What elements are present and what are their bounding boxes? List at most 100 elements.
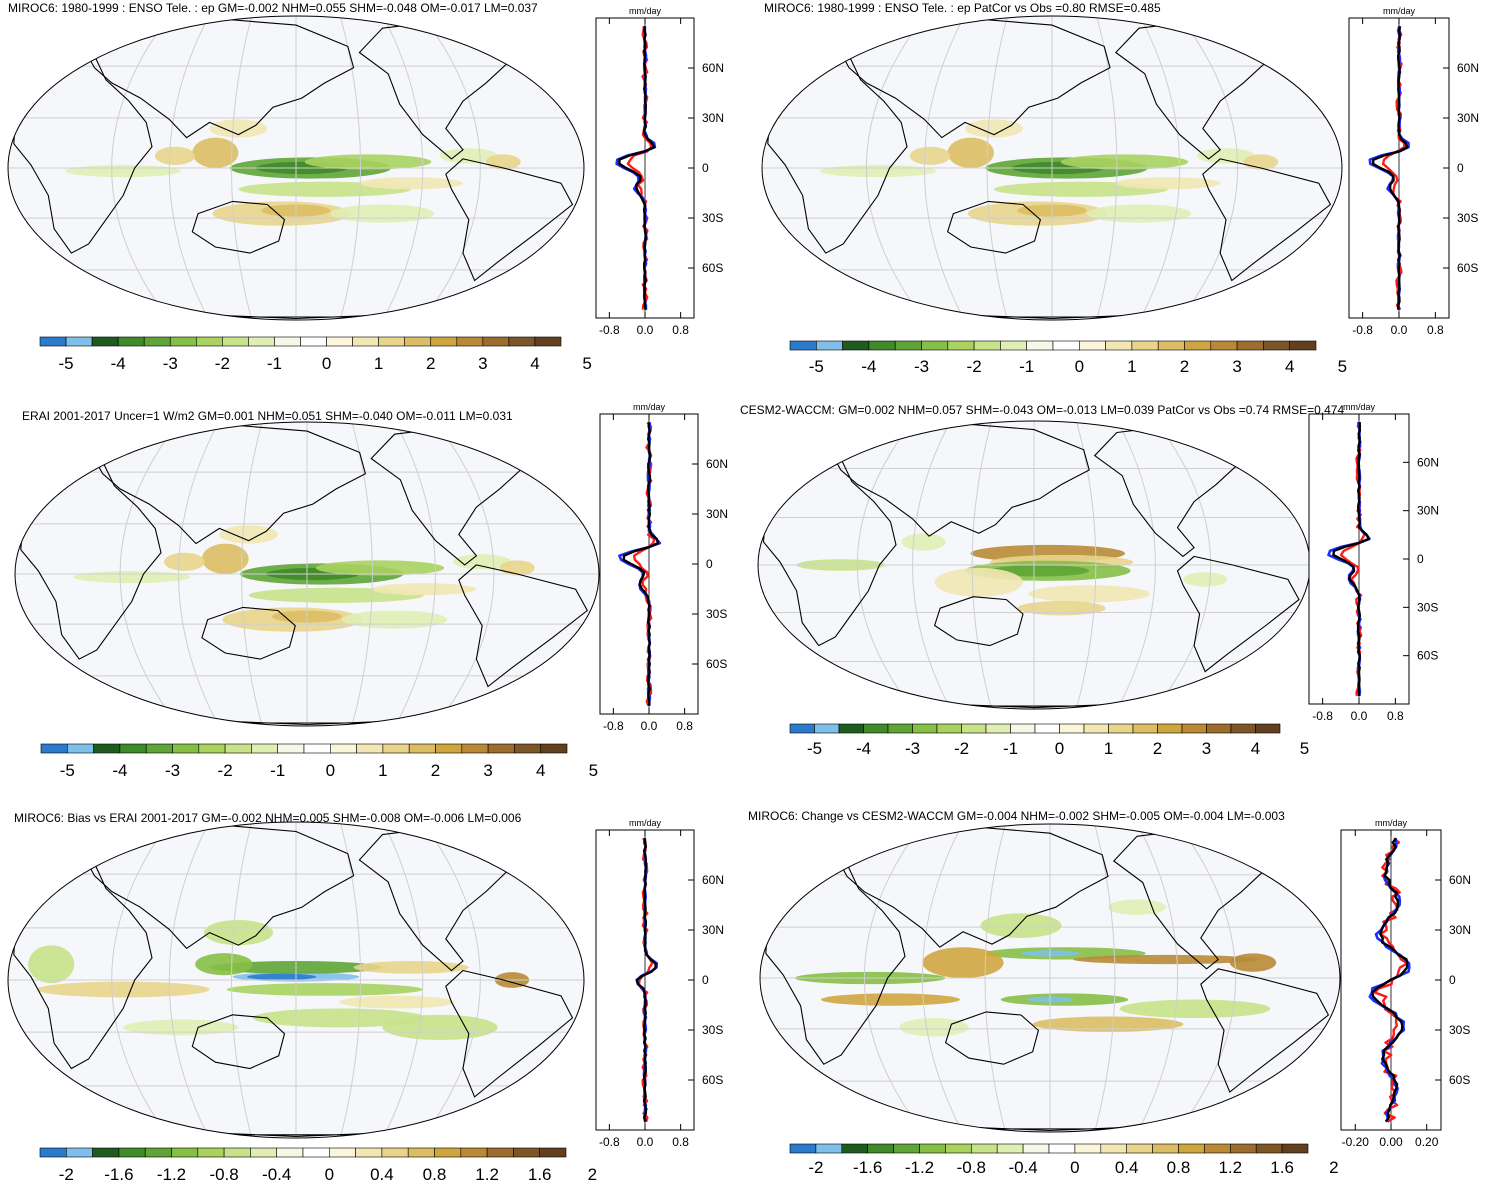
map-border (14, 421, 600, 727)
anomaly-patch (453, 554, 512, 570)
profile-ytick-label: 30S (706, 607, 727, 621)
colorbar-swatch (39, 1147, 67, 1158)
colorbar-swatch (936, 723, 962, 734)
profile-ytick-label: 60N (1457, 61, 1479, 75)
land-south-america (458, 564, 589, 688)
colorbar-swatch (814, 723, 840, 734)
colorbar-swatch (789, 1143, 817, 1154)
colorbar-label: -0.8 (209, 1165, 238, 1181)
colorbar-label: -1 (1003, 739, 1018, 758)
colorbar-label: -3 (905, 739, 920, 758)
zonal-profile: mm/day -0.8 0.0 0.8 60N 30N 0 30S 60S (599, 402, 728, 733)
meridian-line (857, 421, 913, 709)
zonal-profile: mm/day -0.8 0.0 0.8 60N 30N 0 30S 60S (1308, 402, 1439, 723)
profile-ytick-label: 60N (702, 61, 724, 75)
colorbar-swatch (1022, 1143, 1050, 1154)
panel-title: MIROC6: 1980-1999 : ENSO Tele. : ep GM=-… (8, 1, 538, 15)
anomaly-patch (201, 543, 249, 574)
meridian-line (971, 421, 992, 709)
profile-ytick-label: 30S (1457, 211, 1478, 225)
colorbar-swatch (460, 1147, 488, 1158)
colorbar-label: -2 (215, 354, 230, 373)
meridian-line (986, 16, 1008, 320)
land-europe-asia (90, 422, 367, 545)
profile-unit: mm/day (629, 818, 662, 828)
anomaly-patch (163, 552, 205, 571)
colorbar-label: -0.8 (957, 1158, 986, 1177)
profile-line-black (622, 422, 660, 706)
profile-xtick-label: 0.00 (1379, 1135, 1403, 1149)
meridian-line (866, 16, 925, 320)
anomaly-patch (123, 1019, 239, 1036)
profile-xtick-label: 0.0 (637, 323, 654, 337)
land-africa (762, 446, 897, 647)
colorbar: -2 -1.6 -1.2 -0.8 -0.4 0 0.4 0.8 1.2 1.6 2 (39, 1147, 597, 1181)
colorbar-label: 0 (1055, 739, 1064, 758)
colorbar: -5 -4 -3 -2 -1 0 1 2 3 4 5 (39, 336, 592, 373)
meridian-line (230, 822, 253, 1138)
land-europe-asia (82, 823, 355, 950)
profile-unit: mm/day (633, 402, 666, 412)
anomaly-patch (28, 945, 75, 984)
anomaly-patch (909, 146, 951, 165)
anomaly-patch (1115, 177, 1221, 190)
profile-xtick-label: -0.8 (599, 323, 620, 337)
anomaly-patch (1108, 899, 1166, 915)
colorbar-swatch (378, 336, 405, 347)
profile-ytick-label: 60N (1417, 455, 1439, 469)
colorbar-swatch (1052, 340, 1080, 351)
colorbar-swatch (224, 743, 252, 754)
colorbar-swatch (1083, 723, 1109, 734)
profile-ytick-label: 60S (1417, 649, 1438, 663)
colorbar-label: 0 (1070, 1158, 1079, 1177)
anomaly-patch (226, 983, 423, 996)
colorbar-label: -5 (809, 357, 824, 376)
meridian-line (912, 421, 951, 709)
colorbar-swatch (144, 1147, 172, 1158)
colorbar-label: 1 (1104, 739, 1113, 758)
colorbar-swatch (1000, 340, 1028, 351)
colorbar-swatch (352, 336, 379, 347)
colorbar-label: -4 (861, 357, 876, 376)
colorbar-label: 0.8 (423, 1165, 447, 1181)
map-border (759, 823, 1341, 1133)
colorbar-swatch (143, 336, 171, 347)
colorbar-label: 4 (1251, 739, 1260, 758)
profile-line-black (1371, 26, 1409, 310)
colorbar-label: 0 (1075, 357, 1084, 376)
colorbar-label: 2 (1153, 739, 1162, 758)
colorbar-swatch (408, 743, 436, 754)
map-body (760, 824, 1340, 1132)
colorbar-label: 3 (478, 354, 487, 373)
colorbar-label: 1.2 (1218, 1158, 1242, 1177)
colorbar-label: 0.8 (1167, 1158, 1191, 1177)
colorbar-swatch (1206, 723, 1232, 734)
meridian-line (339, 822, 362, 1138)
profile-ytick-label: 0 (702, 973, 709, 987)
colorbar-swatch (1152, 1143, 1179, 1154)
profile-xtick-label: -0.8 (599, 1135, 620, 1149)
colorbar-swatch (1157, 340, 1185, 351)
colorbar-label: 2 (588, 1165, 597, 1181)
profile-ytick-label: 60S (706, 657, 727, 671)
colorbar-swatch (171, 1147, 199, 1158)
map-body (8, 822, 584, 1138)
colorbar-swatch (196, 336, 223, 347)
colorbar-swatch (274, 336, 301, 347)
profile-ytick-label: 0 (1457, 161, 1464, 175)
colorbar-label: 1.2 (475, 1165, 499, 1181)
panel-title: MIROC6: Change vs CESM2-WACCM GM=-0.004 … (748, 809, 1285, 823)
colorbar-swatch (1157, 723, 1183, 734)
colorbar-label: 4 (1285, 357, 1294, 376)
anomaly-patch (440, 148, 498, 164)
land-south-america (445, 158, 574, 282)
meridian-line (339, 16, 362, 320)
colorbar-swatch (482, 336, 510, 347)
colorbar-label: 0 (325, 1165, 334, 1181)
colorbar: -5 -4 -3 -2 -1 0 1 2 3 4 5 (789, 723, 1309, 758)
colorbar-swatch (487, 743, 515, 754)
colorbar-swatch (326, 336, 353, 347)
colorbar-swatch (1059, 723, 1085, 734)
meridian-line (984, 824, 1006, 1132)
colorbar-swatch (887, 723, 913, 734)
